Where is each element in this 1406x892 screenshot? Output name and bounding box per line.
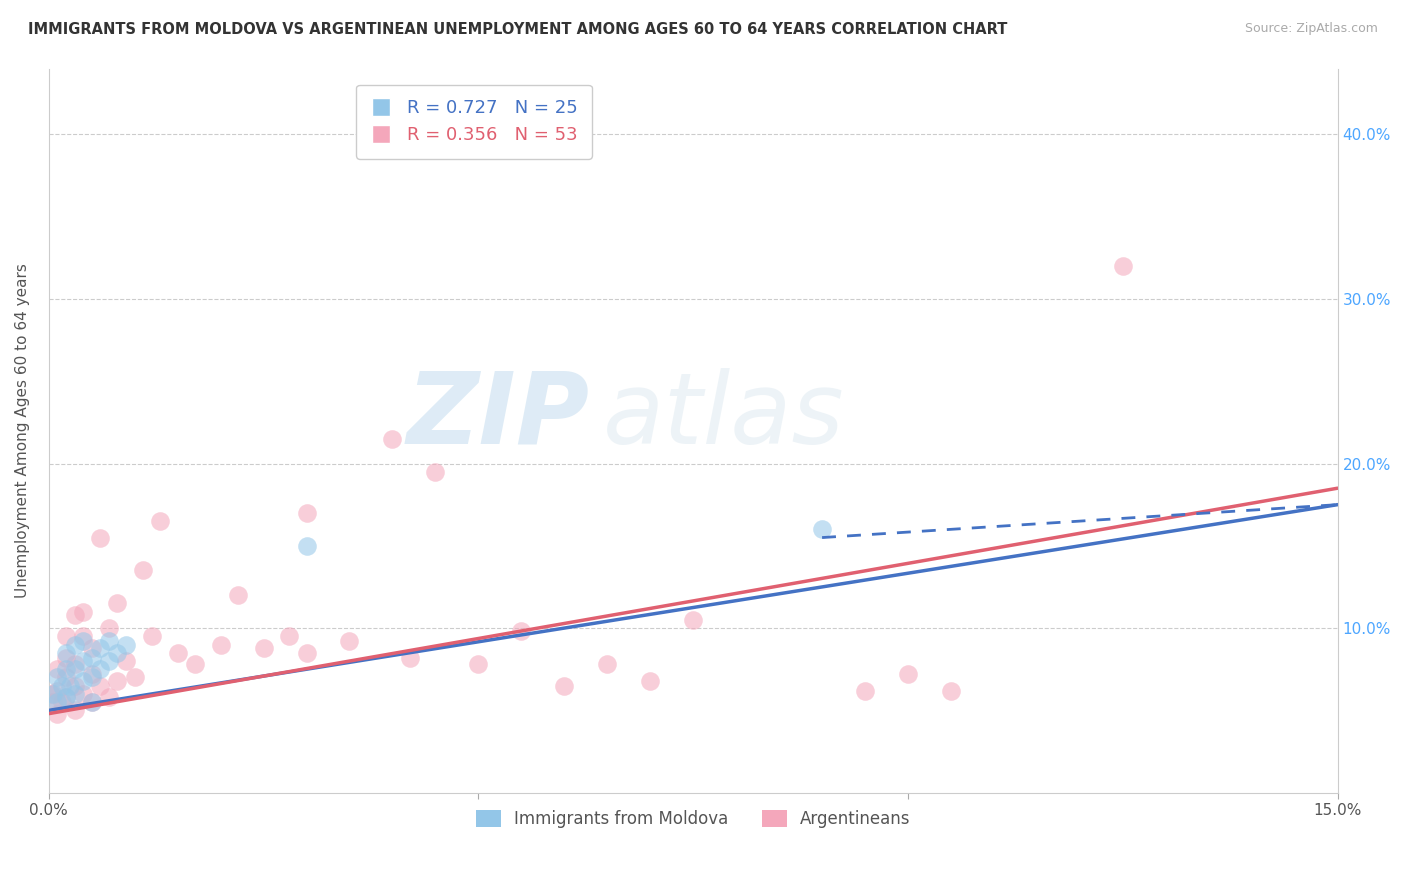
- Point: [80, 670, 103, 684]
- Point: [252, 640, 274, 655]
- Point: [115, 638, 138, 652]
- Point: [80, 640, 103, 655]
- Point: [124, 670, 146, 684]
- Point: [55, 662, 77, 676]
- Point: [97, 654, 120, 668]
- Point: [107, 673, 129, 688]
- Point: [42, 695, 65, 709]
- Point: [97, 690, 120, 705]
- Point: [115, 654, 138, 668]
- Text: Source: ZipAtlas.com: Source: ZipAtlas.com: [1244, 22, 1378, 36]
- Point: [72, 605, 94, 619]
- Point: [226, 588, 249, 602]
- Point: [72, 629, 94, 643]
- Point: [295, 506, 318, 520]
- Point: [107, 646, 129, 660]
- Point: [46, 662, 69, 676]
- Point: [811, 522, 834, 536]
- Text: atlas: atlas: [603, 368, 845, 465]
- Point: [46, 683, 69, 698]
- Point: [278, 629, 301, 643]
- Point: [107, 596, 129, 610]
- Point: [89, 679, 111, 693]
- Point: [55, 629, 77, 643]
- Point: [553, 679, 575, 693]
- Point: [46, 706, 69, 721]
- Point: [638, 673, 661, 688]
- Point: [682, 613, 704, 627]
- Point: [63, 703, 86, 717]
- Point: [97, 634, 120, 648]
- Point: [63, 687, 86, 701]
- Point: [80, 667, 103, 681]
- Legend: Immigrants from Moldova, Argentineans: Immigrants from Moldova, Argentineans: [470, 804, 917, 835]
- Point: [72, 634, 94, 648]
- Point: [55, 670, 77, 684]
- Point: [42, 687, 65, 701]
- Point: [63, 657, 86, 672]
- Point: [41, 687, 63, 701]
- Point: [59, 679, 82, 693]
- Point: [97, 621, 120, 635]
- Point: [72, 673, 94, 688]
- Point: [63, 607, 86, 622]
- Point: [853, 683, 876, 698]
- Point: [132, 564, 155, 578]
- Point: [897, 667, 920, 681]
- Point: [80, 695, 103, 709]
- Y-axis label: Unemployment Among Ages 60 to 64 years: Unemployment Among Ages 60 to 64 years: [15, 263, 30, 598]
- Point: [89, 662, 111, 676]
- Point: [425, 465, 447, 479]
- Point: [55, 646, 77, 660]
- Point: [89, 531, 111, 545]
- Point: [46, 695, 69, 709]
- Point: [72, 687, 94, 701]
- Point: [339, 634, 361, 648]
- Point: [63, 679, 86, 693]
- Point: [63, 662, 86, 676]
- Point: [398, 650, 420, 665]
- Point: [184, 657, 207, 672]
- Point: [72, 654, 94, 668]
- Point: [295, 539, 318, 553]
- Point: [939, 683, 962, 698]
- Text: ZIP: ZIP: [408, 368, 591, 465]
- Point: [381, 432, 404, 446]
- Point: [80, 695, 103, 709]
- Point: [89, 640, 111, 655]
- Point: [510, 624, 533, 639]
- Point: [209, 638, 232, 652]
- Point: [80, 650, 103, 665]
- Point: [596, 657, 619, 672]
- Point: [1112, 259, 1135, 273]
- Point: [55, 690, 77, 705]
- Point: [166, 646, 188, 660]
- Text: IMMIGRANTS FROM MOLDOVA VS ARGENTINEAN UNEMPLOYMENT AMONG AGES 60 TO 64 YEARS CO: IMMIGRANTS FROM MOLDOVA VS ARGENTINEAN U…: [28, 22, 1008, 37]
- Point: [51, 679, 73, 693]
- Point: [467, 657, 489, 672]
- Point: [51, 695, 73, 709]
- Point: [141, 629, 163, 643]
- Point: [46, 670, 69, 684]
- Point: [149, 514, 172, 528]
- Point: [295, 646, 318, 660]
- Point: [55, 690, 77, 705]
- Point: [55, 650, 77, 665]
- Point: [63, 638, 86, 652]
